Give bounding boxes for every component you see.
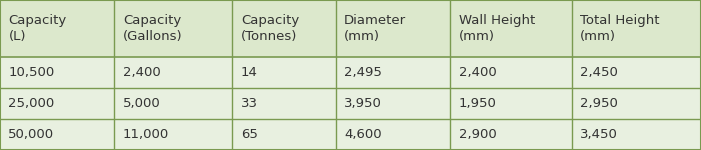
Text: 4,600: 4,600 — [344, 128, 382, 141]
Text: 2,400: 2,400 — [458, 66, 496, 79]
Text: Capacity
(Tonnes): Capacity (Tonnes) — [241, 14, 299, 43]
Text: 3,450: 3,450 — [580, 128, 618, 141]
Text: 11,000: 11,000 — [123, 128, 169, 141]
Text: Capacity
(Gallons): Capacity (Gallons) — [123, 14, 182, 43]
Polygon shape — [0, 57, 701, 88]
Text: 14: 14 — [241, 66, 258, 79]
Polygon shape — [0, 88, 701, 119]
Text: Capacity
(L): Capacity (L) — [8, 14, 67, 43]
Text: Total Height
(mm): Total Height (mm) — [580, 14, 660, 43]
Text: Wall Height
(mm): Wall Height (mm) — [458, 14, 535, 43]
Text: 2,495: 2,495 — [344, 66, 382, 79]
Text: 25,000: 25,000 — [8, 97, 55, 110]
Text: 2,400: 2,400 — [123, 66, 161, 79]
Text: 5,000: 5,000 — [123, 97, 161, 110]
Text: 3,950: 3,950 — [344, 97, 382, 110]
Text: 65: 65 — [241, 128, 258, 141]
Polygon shape — [0, 119, 701, 150]
Polygon shape — [0, 0, 701, 57]
Text: 2,950: 2,950 — [580, 97, 618, 110]
Text: 10,500: 10,500 — [8, 66, 55, 79]
Text: 1,950: 1,950 — [458, 97, 496, 110]
Text: 50,000: 50,000 — [8, 128, 55, 141]
Text: 33: 33 — [241, 97, 258, 110]
Text: Diameter
(mm): Diameter (mm) — [344, 14, 407, 43]
Text: 2,900: 2,900 — [458, 128, 496, 141]
Text: 2,450: 2,450 — [580, 66, 618, 79]
